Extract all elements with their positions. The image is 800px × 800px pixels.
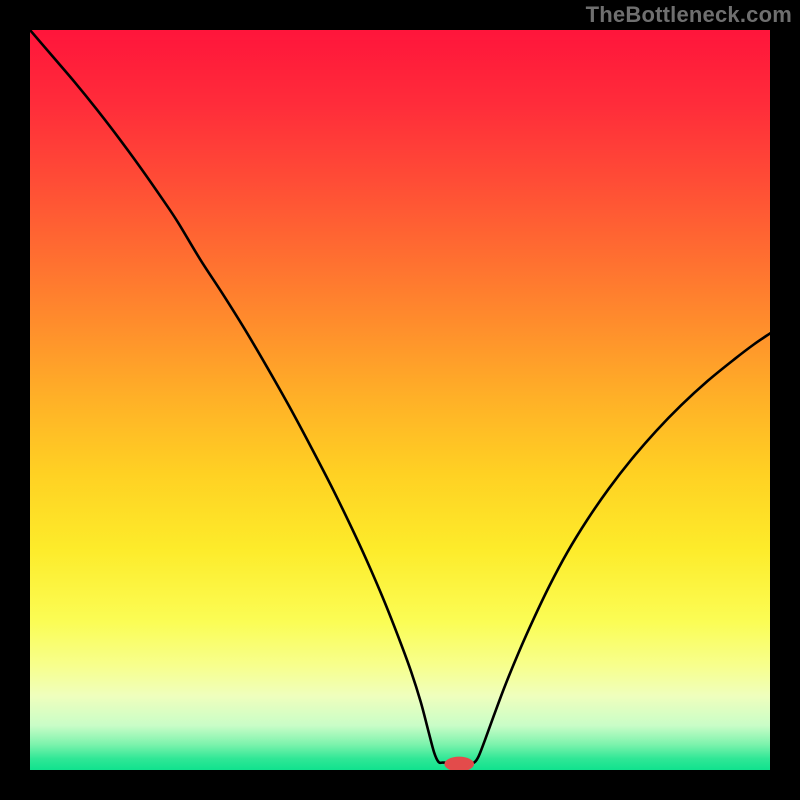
plot-area [30,30,770,770]
chart-frame: TheBottleneck.com [0,0,800,800]
chart-svg [30,30,770,770]
watermark-text: TheBottleneck.com [586,2,792,28]
gradient-background [30,30,770,770]
